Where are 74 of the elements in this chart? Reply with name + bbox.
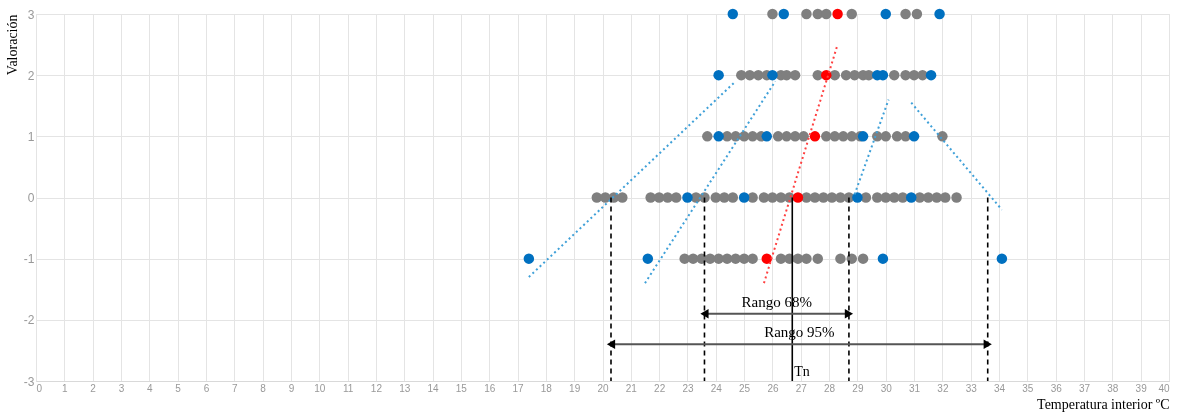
- point: [761, 253, 773, 264]
- x-tick-label: 26: [767, 382, 779, 394]
- x-tick-label: 39: [1135, 382, 1148, 394]
- x-tick-label: 8: [260, 382, 267, 394]
- x-tick-label: 12: [370, 382, 383, 394]
- x-tick-label: 1: [62, 382, 69, 394]
- x-tick-label: 38: [1107, 382, 1119, 394]
- x-tick-label: 32: [937, 382, 949, 394]
- point: [925, 69, 937, 81]
- y-tick-label: -1: [23, 252, 35, 267]
- point: [767, 69, 778, 81]
- point: [682, 192, 693, 203]
- x-tick-label: 28: [824, 382, 836, 394]
- point: [713, 69, 724, 81]
- x-axis-title: Temperatura interior ºC: [1037, 396, 1170, 412]
- x-tick-label: 21: [625, 382, 638, 394]
- point: [908, 131, 920, 142]
- point: [809, 131, 821, 142]
- x-tick-label: 31: [909, 382, 921, 394]
- x-tick-label: 4: [147, 382, 154, 394]
- x-tick-label: 25: [739, 382, 751, 394]
- x-tick-label: 24: [710, 382, 723, 394]
- x-tick-label: 20: [597, 382, 609, 394]
- y-tick-label: 2: [27, 68, 35, 83]
- x-tick-label: 2: [90, 382, 97, 394]
- x-tick-label: 27: [795, 382, 808, 394]
- x-tick-label: 17: [512, 382, 525, 394]
- y-axis-title: Valoración: [4, 14, 20, 76]
- x-tick-label: 33: [965, 382, 978, 394]
- y-tick-label: -2: [23, 313, 35, 328]
- point: [852, 192, 863, 203]
- x-tick-label: 18: [540, 382, 553, 394]
- x-tick-label: 40: [1158, 382, 1170, 394]
- x-tick-label: 15: [455, 382, 468, 394]
- x-tick-label: 14: [427, 382, 440, 394]
- y-tick-label: 3: [27, 7, 35, 22]
- point: [523, 253, 535, 264]
- x-tick-label: 13: [399, 382, 411, 394]
- point: [996, 253, 1008, 264]
- x-tick-label: 6: [203, 382, 210, 394]
- point: [792, 192, 804, 203]
- x-tick-label: 23: [682, 382, 694, 394]
- ref-line-label: Tn: [794, 364, 810, 379]
- x-tick-label: 37: [1078, 382, 1091, 394]
- x-tick-label: 22: [654, 382, 666, 394]
- x-tick-label: 9: [288, 382, 295, 394]
- x-tick-label: 11: [342, 382, 354, 394]
- x-tick-label: 16: [484, 382, 496, 394]
- x-tick-label: 29: [852, 382, 864, 394]
- x-tick-label: 3: [118, 382, 125, 394]
- x-tick-label: 19: [569, 382, 581, 394]
- x-tick-label: 36: [1050, 382, 1063, 394]
- point: [877, 253, 889, 264]
- point: [906, 192, 917, 203]
- point: [832, 8, 843, 20]
- point: [934, 8, 945, 20]
- point: [642, 253, 654, 264]
- y-tick-label: -3: [23, 374, 35, 389]
- x-tick-label: 34: [993, 382, 1006, 394]
- x-tick-label: 5: [175, 382, 182, 394]
- x-tick-label: 0: [36, 382, 43, 394]
- x-tick-label: 30: [880, 382, 893, 394]
- point: [761, 131, 773, 142]
- point: [880, 8, 891, 20]
- point: [778, 8, 790, 20]
- point: [738, 192, 750, 203]
- x-tick-label: 7: [231, 382, 238, 394]
- point: [713, 131, 724, 142]
- y-tick-label: 0: [27, 191, 35, 205]
- point: [821, 69, 832, 81]
- x-tick-label: 10: [314, 382, 326, 394]
- point: [727, 8, 739, 20]
- x-tick-label: 35: [1022, 382, 1034, 394]
- y-tick-label: 1: [27, 129, 35, 144]
